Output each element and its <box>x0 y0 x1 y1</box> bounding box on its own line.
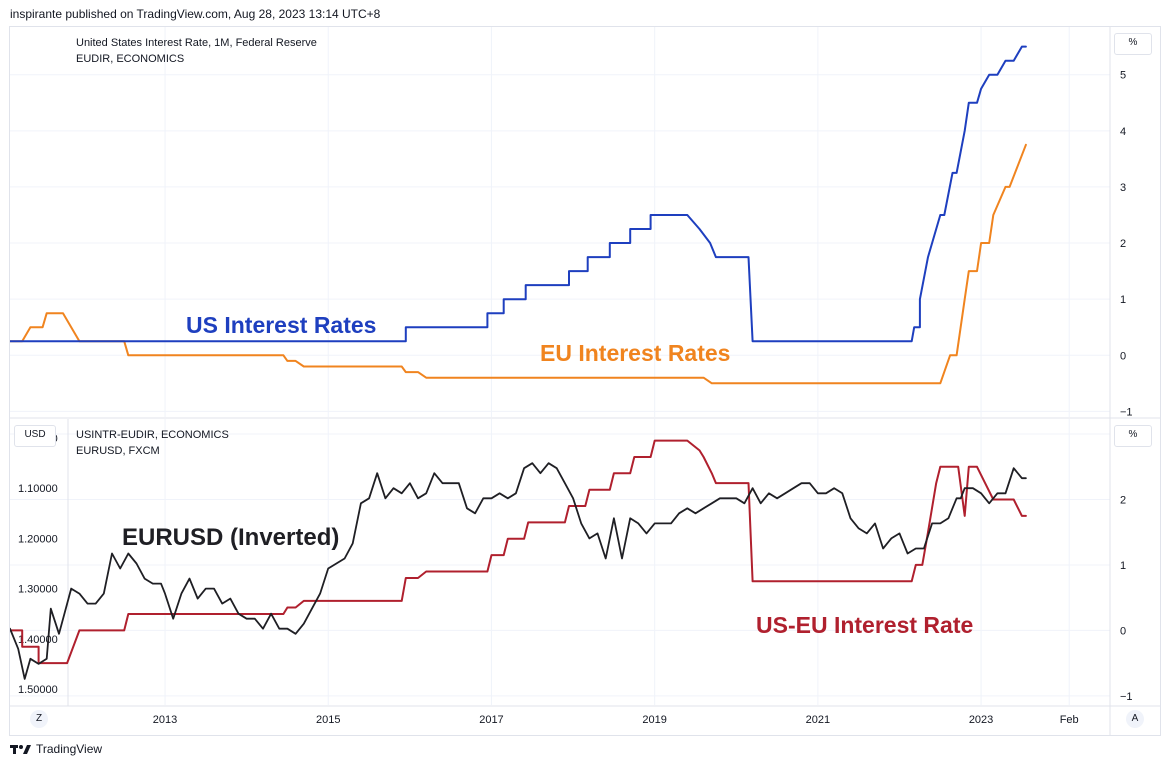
us-eu-diff-line <box>10 439 1027 665</box>
auto-scale-left-button[interactable]: Z <box>30 710 48 728</box>
bottom-right-tick-label: 0 <box>1120 625 1126 637</box>
x-tick-label: 2017 <box>479 714 503 726</box>
publish-header: inspirante published on TradingView.com,… <box>10 7 381 21</box>
chart-frame: −1012345−101231.000001.100001.200001.300… <box>9 26 1161 736</box>
bottom-legend-line1: USINTR-EUDIR, ECONOMICS <box>76 429 229 441</box>
x-tick-label: Feb <box>1060 714 1079 726</box>
bottom-left-tick-label: 1.20000 <box>18 533 58 545</box>
us-rate-line <box>10 45 1027 343</box>
top-y-tick-label: 1 <box>1120 294 1126 306</box>
x-tick-label: 2015 <box>316 714 340 726</box>
top-legend-line2: EUDIR, ECONOMICS <box>76 53 185 65</box>
top-y-tick-label: 3 <box>1120 182 1126 194</box>
x-tick-label: 2021 <box>806 714 830 726</box>
tradingview-logo-icon <box>10 745 31 754</box>
bottom-left-unit-box[interactable]: USD <box>14 425 56 447</box>
bottom-left-tick-label: 1.50000 <box>18 684 58 696</box>
x-tick-label: 2023 <box>969 714 993 726</box>
label-eurusd-inverted: EURUSD (Inverted) <box>122 524 340 551</box>
top-legend: United States Interest Rate, 1M, Federal… <box>76 35 317 67</box>
bottom-right-tick-label: −1 <box>1120 691 1133 703</box>
bottom-legend-line2: EURUSD, FXCM <box>76 445 160 457</box>
x-tick-label: 2013 <box>153 714 177 726</box>
label-us-eu-interest-rate: US-EU Interest Rate <box>756 612 974 638</box>
auto-scale-right-button[interactable]: A <box>1126 710 1144 728</box>
footer: TradingView <box>10 742 102 756</box>
bottom-left-tick-label: 1.10000 <box>18 483 58 495</box>
eurusd-line <box>10 462 1027 680</box>
top-y-tick-label: 4 <box>1120 126 1126 138</box>
bottom-right-tick-label: 1 <box>1120 560 1126 572</box>
chart-svg[interactable]: −1012345−101231.000001.100001.200001.300… <box>10 27 1160 735</box>
label-eu-interest-rates: EU Interest Rates <box>540 340 731 366</box>
bottom-right-unit-box[interactable]: % <box>1114 425 1152 447</box>
top-unit-box[interactable]: % <box>1114 33 1152 55</box>
top-legend-line1: United States Interest Rate, 1M, Federal… <box>76 37 317 49</box>
footer-brand: TradingView <box>36 742 103 756</box>
eu-rate-line <box>10 143 1027 385</box>
x-tick-label: 2019 <box>642 714 666 726</box>
top-y-tick-label: 2 <box>1120 238 1126 250</box>
top-y-tick-label: 0 <box>1120 350 1126 362</box>
top-y-tick-label: 5 <box>1120 70 1126 82</box>
bottom-legend: USINTR-EUDIR, ECONOMICS EURUSD, FXCM <box>76 427 229 459</box>
label-us-interest-rates: US Interest Rates <box>186 312 377 338</box>
bottom-left-tick-label: 1.40000 <box>18 634 58 646</box>
top-y-tick-label: −1 <box>1120 406 1133 418</box>
bottom-right-tick-label: 2 <box>1120 494 1126 506</box>
bottom-left-tick-label: 1.30000 <box>18 584 58 596</box>
